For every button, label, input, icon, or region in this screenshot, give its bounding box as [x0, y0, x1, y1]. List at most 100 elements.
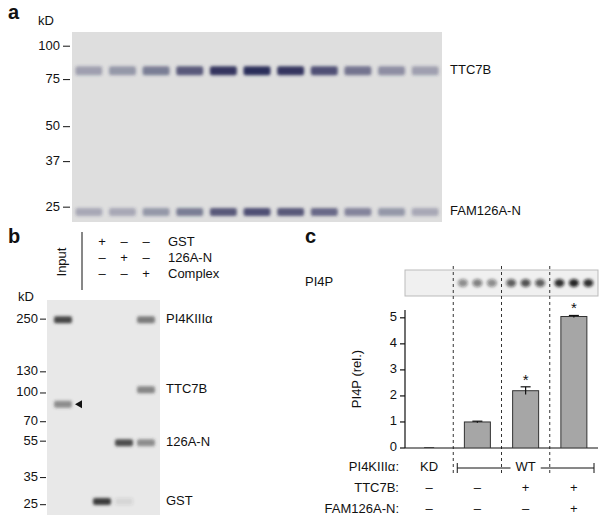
- error-bar: [521, 387, 531, 395]
- band: [176, 66, 203, 75]
- input-label: Input: [54, 247, 69, 276]
- panel-letter: a: [8, 1, 20, 23]
- band: [109, 66, 136, 75]
- gel: [47, 300, 160, 515]
- row-label: FAM126A-N:: [325, 501, 399, 516]
- marker-label: 75: [46, 71, 60, 86]
- y-tick-label: 2: [390, 387, 397, 402]
- group-separator: [501, 266, 502, 476]
- blot-spot: [569, 279, 579, 287]
- bar: [561, 317, 587, 448]
- band: [54, 386, 72, 393]
- band: [109, 208, 136, 216]
- condition: +: [120, 250, 128, 265]
- marker-label: 55: [24, 433, 38, 448]
- bracket: [457, 468, 510, 469]
- row-label: PI4KIIIα:: [349, 459, 399, 474]
- band: [137, 498, 155, 505]
- blot-spot: [424, 279, 434, 287]
- marker-label: 35: [24, 469, 38, 484]
- band-label: 126A-N: [166, 434, 210, 449]
- group-separator: [453, 266, 454, 476]
- band: [115, 316, 133, 323]
- group-separator: [549, 266, 550, 476]
- error-cap: [424, 447, 434, 448]
- band: [176, 208, 203, 216]
- y-tick: [400, 369, 405, 370]
- band: [378, 66, 405, 75]
- band: [378, 208, 405, 216]
- error-bar: [472, 421, 482, 423]
- blot-spot: [472, 279, 482, 287]
- condition: –: [522, 501, 530, 516]
- condition: +: [522, 480, 530, 495]
- band: [137, 316, 155, 323]
- error-stem: [525, 387, 526, 395]
- band: [93, 316, 111, 323]
- band: [137, 439, 155, 446]
- band: [54, 401, 72, 408]
- band: [412, 208, 439, 216]
- marker-tick: [63, 161, 70, 162]
- blot-spot: [458, 279, 468, 287]
- band: [412, 66, 439, 75]
- blot-spot: [535, 279, 545, 287]
- marker-tick: [40, 441, 46, 442]
- blot-spot: [487, 279, 497, 287]
- condition: +: [570, 501, 578, 516]
- error-cap: [472, 421, 482, 422]
- bar: [416, 448, 442, 449]
- blot-spot: [506, 279, 516, 287]
- marker-label: 25: [24, 496, 38, 511]
- y-tick-label: 0: [390, 439, 397, 454]
- bracket: [594, 463, 595, 473]
- blot-label: PI4P: [305, 274, 333, 289]
- band: [277, 208, 304, 216]
- bracket: [541, 468, 594, 469]
- condition: +: [142, 266, 150, 281]
- y-tick-label: 3: [390, 361, 397, 376]
- y-tick-label: 1: [390, 413, 397, 428]
- blot-spot: [521, 279, 531, 287]
- marker-label: 130: [16, 363, 38, 378]
- y-axis-label: PI4P (rel.): [349, 350, 364, 408]
- marker-tick: [63, 79, 70, 80]
- unit-label: kD: [18, 289, 34, 304]
- y-tick-label: 4: [390, 335, 397, 350]
- condition-name: GST: [168, 234, 195, 249]
- marker-label: 100: [16, 384, 38, 399]
- marker-label: 100: [38, 38, 60, 53]
- condition: –: [120, 266, 128, 281]
- band: [54, 439, 72, 446]
- condition: –: [474, 501, 482, 516]
- condition: –: [120, 234, 128, 249]
- blot-spot: [439, 279, 449, 287]
- band: [344, 208, 371, 216]
- band: [93, 439, 111, 446]
- band-label: FAM126A-N: [450, 203, 521, 218]
- band: [277, 66, 304, 75]
- marker-tick: [40, 371, 46, 372]
- band: [93, 498, 111, 505]
- marker-tick: [40, 421, 46, 422]
- panel-letter: c: [305, 225, 316, 247]
- blot-spot: [554, 279, 564, 287]
- bars: [424, 315, 587, 448]
- condition-name: Complex: [168, 266, 220, 281]
- condition: –: [426, 501, 434, 516]
- band: [143, 208, 170, 216]
- marker-label: 50: [46, 118, 60, 133]
- arrowhead: [75, 400, 82, 408]
- band: [115, 386, 133, 393]
- y-tick: [400, 447, 405, 448]
- condition-name: 126A-N: [168, 250, 212, 265]
- bar: [513, 391, 539, 448]
- separator: [82, 232, 83, 290]
- error-bar: [424, 448, 434, 449]
- band-label: TTC7B: [450, 62, 491, 77]
- figure: akD10075503725TTC7BFAM126A-NbkDInput+––G…: [0, 0, 601, 521]
- y-tick: [400, 421, 405, 422]
- band: [75, 208, 102, 216]
- marker-tick: [40, 477, 46, 478]
- y-tick: [400, 343, 405, 344]
